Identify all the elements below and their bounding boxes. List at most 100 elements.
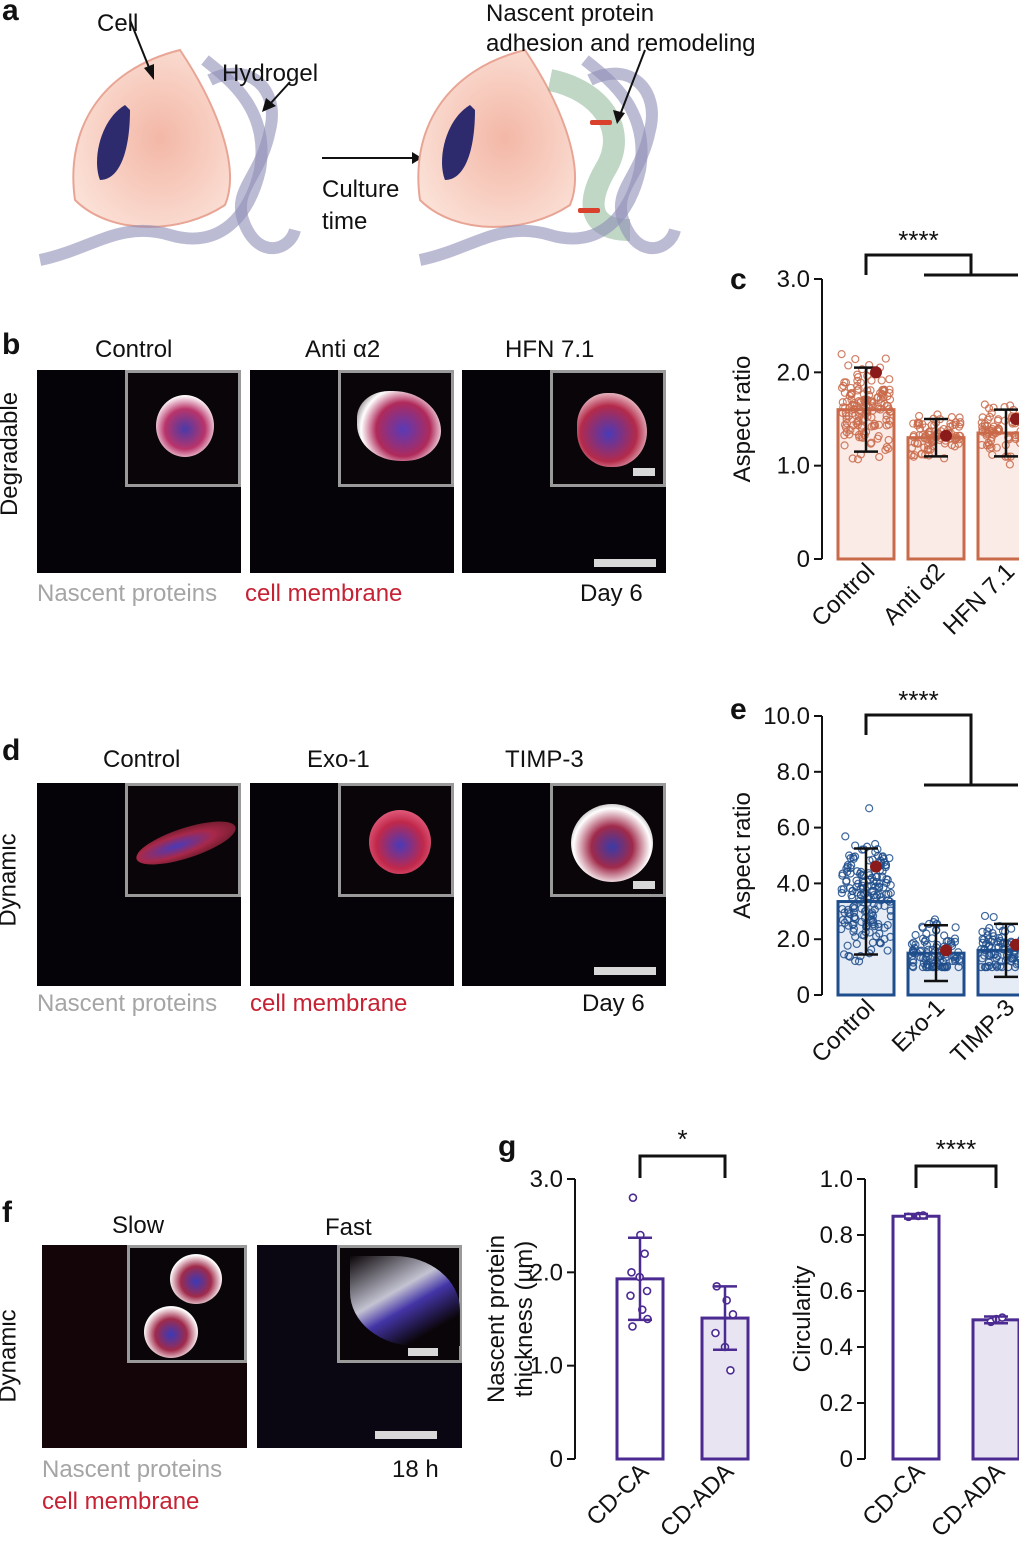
col-label-slow: Slow xyxy=(112,1212,165,1239)
data-point-e xyxy=(838,915,848,925)
data-point-c xyxy=(846,383,855,393)
data-point-c xyxy=(994,427,1004,436)
data-point-e xyxy=(886,888,895,898)
panel-label-a: a xyxy=(2,0,19,27)
data-point-e xyxy=(921,963,931,972)
label-nascent-line1: Nascent protein xyxy=(486,0,655,27)
data-point-e xyxy=(867,945,876,954)
data-point-e xyxy=(863,882,872,891)
data-point-e xyxy=(1012,960,1019,969)
data-point-e xyxy=(977,963,986,972)
data-point-e xyxy=(878,853,887,862)
data-point-c xyxy=(985,440,994,449)
data-point-e xyxy=(848,920,857,929)
bar-g2 xyxy=(891,1214,941,1461)
data-point-g1 xyxy=(711,1328,720,1338)
data-point-e xyxy=(992,963,1002,972)
data-point-c xyxy=(846,425,855,435)
data-point-e xyxy=(950,954,960,964)
data-point-e xyxy=(918,923,927,933)
data-point-e xyxy=(886,881,895,890)
data-point-e xyxy=(1017,959,1019,967)
data-point-c xyxy=(980,400,989,409)
y-axis-label-g1: thickness (µm) xyxy=(511,1241,538,1398)
data-point-c xyxy=(874,420,884,429)
data-point-c xyxy=(849,405,858,414)
x-tick-label-e: TIMP-3 xyxy=(946,994,1019,1069)
data-point-e xyxy=(875,938,884,947)
data-point-e xyxy=(841,832,850,841)
inset-d-timp xyxy=(550,783,666,897)
data-point-c xyxy=(837,350,846,359)
micrograph-d-timp xyxy=(462,783,666,986)
data-point-c xyxy=(854,430,863,440)
row-label-degradable: Degradable xyxy=(0,391,24,517)
data-point-c xyxy=(844,361,853,370)
significance-bracket-g1 xyxy=(638,1154,727,1178)
data-point-c xyxy=(930,421,939,430)
data-point-c xyxy=(956,420,965,429)
mean-marker-e xyxy=(1010,938,1019,951)
data-point-c xyxy=(1014,431,1019,440)
x-tick-label-g1: CD-CA xyxy=(581,1458,654,1531)
data-point-e xyxy=(885,897,895,906)
data-point-e xyxy=(886,932,895,941)
mean-marker-c xyxy=(940,429,952,442)
data-point-e xyxy=(940,931,949,940)
significance-label-c: **** xyxy=(898,225,938,255)
legend-f-grey: Nascent proteins xyxy=(42,1456,223,1483)
significance-bracket-c xyxy=(864,253,973,275)
y-tick-label-g2: 0.6 xyxy=(820,1278,853,1305)
row-label-d-dynamic: Dynamic xyxy=(0,833,22,927)
data-point-c xyxy=(841,378,851,387)
data-point-e xyxy=(867,886,877,896)
data-point-c xyxy=(921,450,930,459)
y-tick-label-g2: 1.0 xyxy=(820,1166,853,1193)
y-tick-label-g1: 1.0 xyxy=(530,1353,563,1380)
legend-b-grey: Nascent proteins xyxy=(37,580,218,607)
data-point-c xyxy=(856,397,865,406)
data-point-c xyxy=(874,432,883,441)
data-point-e xyxy=(855,896,865,905)
legend-b-red: cell membrane xyxy=(245,580,403,607)
data-point-e xyxy=(918,963,927,972)
data-point-c xyxy=(875,452,884,462)
data-point-c xyxy=(885,375,894,384)
cell-illustration-right xyxy=(417,48,681,266)
data-point-e xyxy=(872,872,881,882)
bar-c xyxy=(976,431,1019,561)
scalebar-inset-f xyxy=(408,1348,438,1356)
micrograph-f-fast xyxy=(257,1245,462,1448)
data-point-c xyxy=(851,354,860,364)
data-point-c xyxy=(947,413,956,422)
data-point-e xyxy=(838,904,847,914)
data-point-e xyxy=(871,893,881,902)
data-point-e xyxy=(955,955,964,964)
data-point-c xyxy=(863,371,872,380)
y-axis-label-c: Aspect ratio xyxy=(729,356,756,483)
data-point-c xyxy=(985,426,994,435)
y-tick-label-e: 6.0 xyxy=(777,815,810,842)
data-point-c xyxy=(884,435,893,445)
legend-d-red: cell membrane xyxy=(250,990,408,1017)
legend-d-grey: Nascent proteins xyxy=(37,990,218,1017)
data-point-e xyxy=(850,904,859,913)
data-point-c xyxy=(882,415,891,424)
data-point-e xyxy=(989,932,998,941)
data-point-e xyxy=(843,915,852,925)
legend-f-red: cell membrane xyxy=(42,1488,200,1515)
data-point-e xyxy=(983,927,992,936)
data-point-e xyxy=(844,951,853,961)
scalebar-inset-d xyxy=(633,881,655,889)
significance-label-g2: **** xyxy=(936,1134,976,1164)
data-point-c xyxy=(841,423,851,432)
y-axis-label-g1: Nascent protein xyxy=(483,1235,510,1403)
data-point-g1 xyxy=(628,1322,637,1331)
data-point-e xyxy=(984,941,993,950)
data-point-c xyxy=(884,420,893,429)
data-point-c xyxy=(870,421,880,430)
data-point-e xyxy=(837,924,846,934)
y-tick-label-e: 10.0 xyxy=(763,703,810,730)
data-point-c xyxy=(926,445,935,454)
